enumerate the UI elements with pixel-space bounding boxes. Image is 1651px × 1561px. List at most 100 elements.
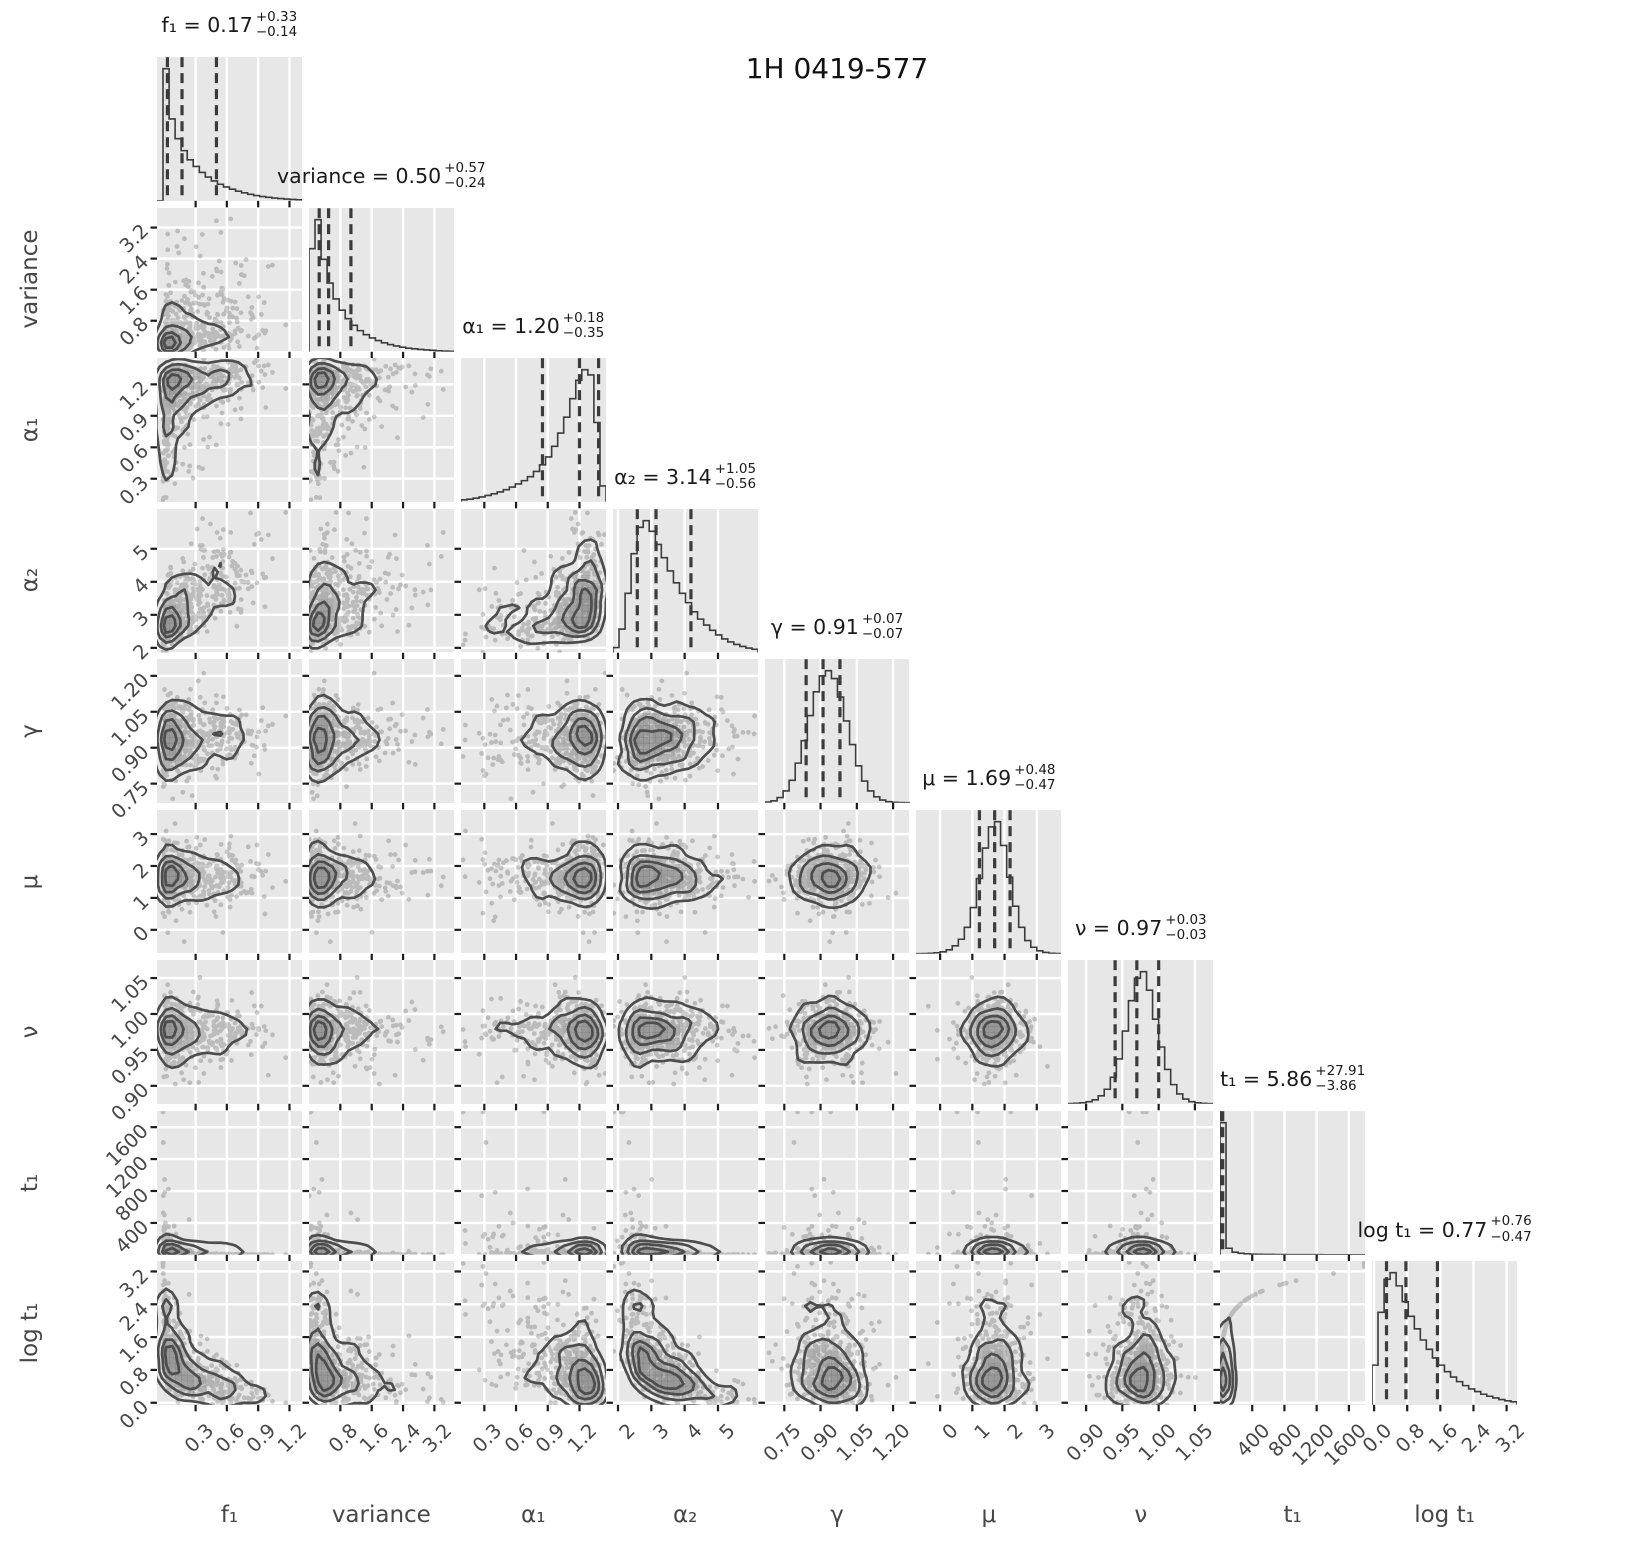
- panel-logt1-vs-alpha1: [454, 1261, 606, 1412]
- panel-t1-vs-mu: [909, 1110, 1062, 1262]
- error-minus: −0.24: [444, 174, 486, 191]
- panel-title-errors: +0.03 −0.03: [1165, 913, 1206, 943]
- scatter-contour-svg: [454, 809, 606, 961]
- panel-title-f1: f₁ = 0.17 +0.33 −0.14: [162, 9, 298, 40]
- scatter-contour-svg: [454, 1261, 606, 1412]
- histogram-svg: [1372, 1261, 1518, 1412]
- panel-title-nu: ν = 0.97 +0.03 −0.03: [1075, 913, 1207, 943]
- x-tick-label: 0.90: [795, 1419, 843, 1466]
- y-tick-label: 1.20: [106, 668, 154, 716]
- scatter-contour-svg: [454, 508, 606, 659]
- panel-nu-vs-f1: [150, 960, 302, 1111]
- y-axis-name-mu: μ: [17, 874, 43, 889]
- y-tick-label: 0.8: [114, 1362, 154, 1401]
- scatter-contour-svg: [302, 1261, 454, 1412]
- x-tick-label: 0.3: [468, 1419, 507, 1458]
- x-tick-label: 3.2: [1490, 1419, 1529, 1458]
- panel-variance-vs-f1: [150, 207, 302, 358]
- panel-nu-vs-variance: [302, 960, 454, 1111]
- hist-panel-mu: [916, 809, 1062, 961]
- error-plus: +1.05: [714, 460, 757, 477]
- y-tick-label: 0.75: [106, 775, 154, 823]
- scatter-contour-svg: [302, 1111, 454, 1262]
- panel-title-errors: +0.33 −0.14: [255, 9, 298, 40]
- panel-gamma-vs-alpha2: [606, 659, 758, 810]
- error-minus: −0.47: [1014, 776, 1056, 793]
- x-tick-label: 4: [681, 1419, 707, 1445]
- y-tick-label: 2: [128, 857, 154, 884]
- histogram-svg: [1220, 1111, 1366, 1262]
- panel-t1-vs-f1: [150, 1110, 302, 1262]
- panel-title-text: α₂ = 3.14: [614, 464, 712, 489]
- panel-alpha1-vs-variance: [302, 358, 454, 509]
- scatter-contour-svg: [150, 1111, 302, 1262]
- panel-t1-vs-variance: [302, 1110, 454, 1262]
- y-tick-label: 2.4: [114, 250, 154, 289]
- x-tick-label: 0.90: [1061, 1419, 1109, 1466]
- error-minus: −0.47: [1490, 1228, 1532, 1245]
- x-axis-name-f1: f₁: [220, 1502, 239, 1528]
- y-tick-label: 3.2: [114, 1264, 154, 1303]
- histogram-svg: [308, 207, 454, 358]
- x-tick-label: 3: [1034, 1419, 1060, 1445]
- y-axis-name-variance: variance: [17, 229, 43, 329]
- scatter-contour-svg: [302, 358, 454, 509]
- scatter-contour-svg: [606, 1111, 758, 1262]
- panel-gamma-vs-f1: [150, 659, 302, 810]
- y-tick-label: 0.90: [106, 1078, 154, 1126]
- y-tick-label: 4: [128, 573, 154, 599]
- panel-t1-vs-gamma: [758, 1110, 910, 1262]
- x-tick-label: 0.75: [759, 1419, 807, 1466]
- panel-logt1-vs-alpha2: [606, 1261, 758, 1412]
- y-tick-label: 0.0: [114, 1395, 154, 1434]
- panel-logt1-vs-variance: [302, 1261, 454, 1412]
- error-minus: −0.35: [562, 325, 605, 342]
- y-axis-name-logt1: log t₁: [17, 1302, 43, 1364]
- scatter-contour-svg: [606, 659, 758, 810]
- y-axis-name-gamma: γ: [17, 724, 43, 738]
- scatter-contour-svg: [454, 659, 606, 810]
- scatter-contour-svg: [150, 960, 302, 1111]
- scatter-contour-svg: [1061, 1111, 1214, 1262]
- y-tick-label: 1.05: [106, 704, 154, 752]
- y-tick-label: 400: [110, 1214, 154, 1258]
- y-tick-label: 0.90: [106, 740, 154, 788]
- scatter-contour-svg: [302, 659, 454, 810]
- scatter-contour-svg: [150, 358, 302, 509]
- panel-title-errors: +27.91 −3.86: [1315, 1062, 1366, 1094]
- panel-title-errors: +0.76 −0.47: [1490, 1214, 1531, 1244]
- histogram-svg: [764, 659, 910, 810]
- y-tick-label: 2.4: [114, 1296, 154, 1336]
- scatter-contour-svg: [606, 809, 758, 961]
- panel-alpha2-vs-variance: [302, 508, 454, 659]
- error-plus: +0.33: [255, 9, 298, 25]
- x-tick-label: 5: [714, 1419, 740, 1445]
- error-plus: +0.76: [1490, 1213, 1532, 1230]
- error-plus: +27.91: [1315, 1062, 1366, 1079]
- panel-logt1-vs-nu: [1061, 1261, 1214, 1412]
- panel-nu-vs-alpha2: [606, 960, 758, 1111]
- hist-panel-t1: [1220, 1110, 1366, 1262]
- scatter-contour-svg: [302, 809, 454, 961]
- panel-gamma-vs-alpha1: [454, 659, 606, 810]
- histogram-svg: [1068, 960, 1214, 1111]
- y-axis-name-alpha2: α₂: [17, 568, 43, 593]
- panel-title-text: α₁ = 1.20: [462, 314, 560, 339]
- panel-title-text: γ = 0.91: [770, 615, 859, 640]
- panel-title-text: log t₁ = 0.77: [1357, 1217, 1488, 1242]
- hist-panel-nu: [1068, 960, 1214, 1111]
- hist-panel-f1: [157, 57, 302, 208]
- x-tick-label: 2: [1002, 1419, 1028, 1445]
- scatter-contour-svg: [150, 207, 302, 358]
- error-minus: −0.56: [714, 475, 757, 492]
- panel-t1-vs-alpha1: [454, 1110, 606, 1262]
- x-axis-name-gamma: γ: [830, 1502, 844, 1528]
- scatter-contour-svg: [150, 659, 302, 810]
- hist-panel-gamma: [764, 659, 910, 810]
- x-tick-label: 3: [648, 1419, 674, 1445]
- x-tick-label: 3.2: [418, 1419, 457, 1458]
- panel-title-text: μ = 1.69: [922, 765, 1012, 790]
- panel-title-text: ν = 0.97: [1074, 916, 1163, 941]
- panel-title-logt1: log t₁ = 0.77 +0.76 −0.47: [1357, 1214, 1531, 1244]
- scatter-contour-svg: [302, 960, 454, 1111]
